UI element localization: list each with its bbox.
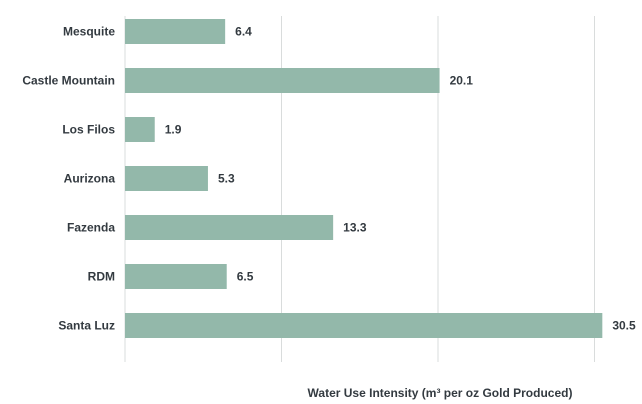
x-axis-title: Water Use Intensity (m³ per oz Gold Prod… [308,386,573,400]
value-label: 1.9 [165,123,182,137]
category-labels: Mesquite Castle Mountain Los Filos Aurizona… [22,25,115,333]
category-label: Fazenda [67,221,115,235]
bar-rdm [125,264,227,289]
bar-mesquite [125,19,226,44]
category-label: Los Filos [62,123,115,137]
bar-castle-mountain [125,68,440,93]
category-label: Santa Luz [58,319,115,333]
category-label: Castle Mountain [22,74,115,88]
bar-los-filos [125,117,155,142]
value-label: 6.5 [237,270,254,284]
value-label: 5.3 [218,172,235,186]
value-label: 20.1 [450,74,474,88]
value-labels: 6.4 20.1 1.9 5.3 13.3 6.5 30.5 [165,25,636,333]
bar-aurizona [125,166,208,191]
bars [125,19,603,338]
bar-fazenda [125,215,334,240]
bar-santa-luz [125,313,603,338]
value-label: 6.4 [235,25,252,39]
category-label: Mesquite [63,25,115,39]
category-label: Aurizona [64,172,116,186]
category-label: RDM [88,270,115,284]
value-label: 13.3 [343,221,367,235]
value-label: 30.5 [612,319,636,333]
